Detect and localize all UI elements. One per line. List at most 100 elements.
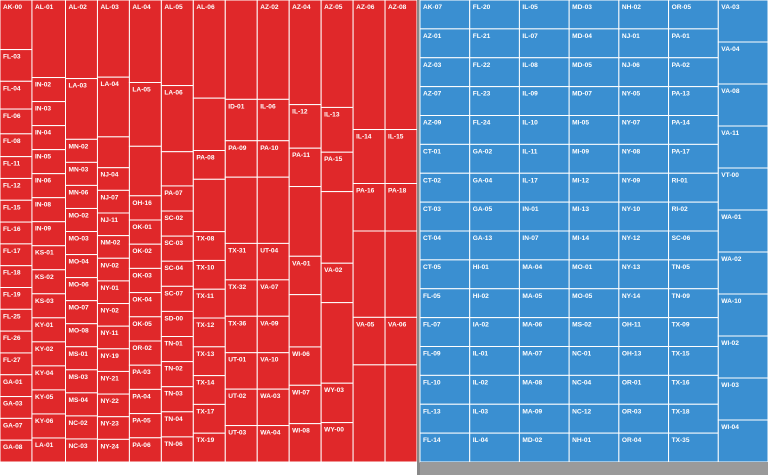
cell-IN-01[interactable] (518, 201, 570, 232)
cell-IA-02[interactable] (469, 317, 520, 347)
cell-FL-21[interactable] (469, 28, 520, 59)
cell-r-11-3[interactable] (352, 230, 386, 318)
cell-MI-14[interactable] (568, 230, 620, 261)
cell-PA-05[interactable] (128, 413, 162, 439)
cell-WY-03[interactable] (320, 382, 354, 424)
cell-MA-04[interactable] (518, 259, 570, 290)
cell-TX-18[interactable] (668, 403, 719, 434)
cell-CT-02[interactable] (419, 172, 471, 203)
cell-OK-04[interactable] (128, 292, 162, 318)
cell-r-9-5[interactable] (288, 294, 322, 348)
cell-AZ-09[interactable] (419, 115, 471, 145)
cell-FL-24[interactable] (469, 115, 520, 145)
cell-LA-05[interactable] (128, 82, 162, 147)
cell-NH-02[interactable] (618, 0, 670, 30)
cell-IN-08[interactable] (31, 197, 67, 223)
cell-TX-14[interactable] (192, 375, 226, 405)
cell-LA-06[interactable] (160, 85, 194, 153)
cell-CT-03[interactable] (419, 201, 471, 232)
cell-AL-01[interactable] (31, 0, 67, 79)
cell-KY-02[interactable] (31, 341, 67, 367)
cell-NY-14[interactable] (618, 288, 670, 319)
cell-FL-07[interactable] (419, 317, 471, 347)
cell-FL-09[interactable] (419, 346, 471, 376)
cell-TX-15[interactable] (668, 346, 719, 376)
cell-MO-01[interactable] (568, 259, 620, 290)
cell-UT-03[interactable] (224, 425, 258, 463)
cell-WA-02[interactable] (717, 251, 768, 295)
cell-WA-04[interactable] (256, 425, 290, 463)
cell-PA-03[interactable] (128, 364, 162, 390)
cell-TN-06[interactable] (160, 436, 194, 463)
cell-IL-15[interactable] (384, 129, 418, 185)
cell-KS-02[interactable] (31, 269, 67, 295)
cell-r-6-3[interactable] (192, 178, 226, 233)
cell-VA-04[interactable] (717, 41, 768, 85)
cell-OK-05[interactable] (128, 316, 162, 342)
cell-NY-12[interactable] (618, 230, 670, 261)
cell-TN-04[interactable] (160, 411, 194, 438)
cell-PA-01[interactable] (668, 28, 719, 59)
cell-AZ-04[interactable] (288, 0, 322, 106)
cell-TX-31[interactable] (224, 242, 258, 281)
cell-NY-08[interactable] (618, 143, 670, 174)
cell-TX-19[interactable] (192, 432, 226, 463)
cell-IL-07[interactable] (518, 28, 570, 59)
cell-VA-02[interactable] (320, 262, 354, 304)
cell-NC-12[interactable] (568, 403, 620, 434)
cell-AL-05[interactable] (160, 0, 194, 87)
cell-PA-04[interactable] (128, 388, 162, 415)
cell-r-3-2[interactable] (96, 136, 130, 169)
cell-MI-05[interactable] (568, 115, 620, 145)
cell-r-5-2[interactable] (160, 151, 194, 187)
cell-IL-02[interactable] (469, 374, 520, 405)
cell-MI-13[interactable] (568, 201, 620, 232)
cell-PA-11[interactable] (288, 147, 322, 188)
cell-AL-03[interactable] (96, 0, 130, 78)
cell-r-12-5[interactable] (384, 364, 418, 463)
cell-r-9-3[interactable] (288, 186, 322, 257)
cell-NJ-06[interactable] (618, 57, 670, 88)
cell-TX-13[interactable] (192, 346, 226, 377)
cell-IL-03[interactable] (469, 403, 520, 434)
cell-OK-01[interactable] (128, 219, 162, 245)
cell-NY-07[interactable] (618, 115, 670, 145)
cell-OK-03[interactable] (128, 267, 162, 294)
cell-AL-04[interactable] (128, 0, 162, 83)
cell-AZ-08[interactable] (384, 0, 418, 131)
cell-OK-02[interactable] (128, 243, 162, 269)
cell-r-12-3[interactable] (384, 230, 418, 318)
cell-CT-04[interactable] (419, 230, 471, 261)
cell-SC-02[interactable] (160, 210, 194, 237)
cell-UT-02[interactable] (224, 388, 258, 427)
cell-IL-14[interactable] (352, 129, 386, 185)
cell-IN-09[interactable] (31, 221, 67, 247)
cell-WI-02[interactable] (717, 335, 768, 379)
cell-r-8-3[interactable] (256, 176, 290, 244)
cell-MA-07[interactable] (518, 346, 570, 376)
cell-AZ-02[interactable] (256, 0, 290, 100)
cell-VA-07[interactable] (256, 279, 290, 317)
cell-VA-03[interactable] (717, 0, 768, 43)
cell-NJ-01[interactable] (618, 28, 670, 59)
cell-r-11-5[interactable] (352, 364, 386, 463)
cell-IL-10[interactable] (518, 115, 570, 145)
cell-PA-07[interactable] (160, 185, 194, 212)
cell-AZ-06[interactable] (352, 0, 386, 131)
cell-MS-02[interactable] (568, 317, 620, 347)
cell-PA-18[interactable] (384, 183, 418, 232)
cell-HI-02[interactable] (469, 288, 520, 319)
cell-AL-06[interactable] (192, 0, 226, 99)
cell-r-6-1[interactable] (192, 97, 226, 152)
cell-TX-10[interactable] (192, 259, 226, 290)
cell-SC-03[interactable] (160, 235, 194, 262)
cell-TN-09[interactable] (668, 288, 719, 319)
cell-r-4-2[interactable] (128, 145, 162, 197)
cell-OH-11[interactable] (618, 317, 670, 347)
cell-MA-05[interactable] (518, 288, 570, 319)
cell-MO-05[interactable] (568, 288, 620, 319)
cell-NY-09[interactable] (618, 172, 670, 203)
cell-IN-05[interactable] (31, 149, 67, 175)
cell-IL-08[interactable] (518, 57, 570, 88)
cell-GA-04[interactable] (469, 172, 520, 203)
